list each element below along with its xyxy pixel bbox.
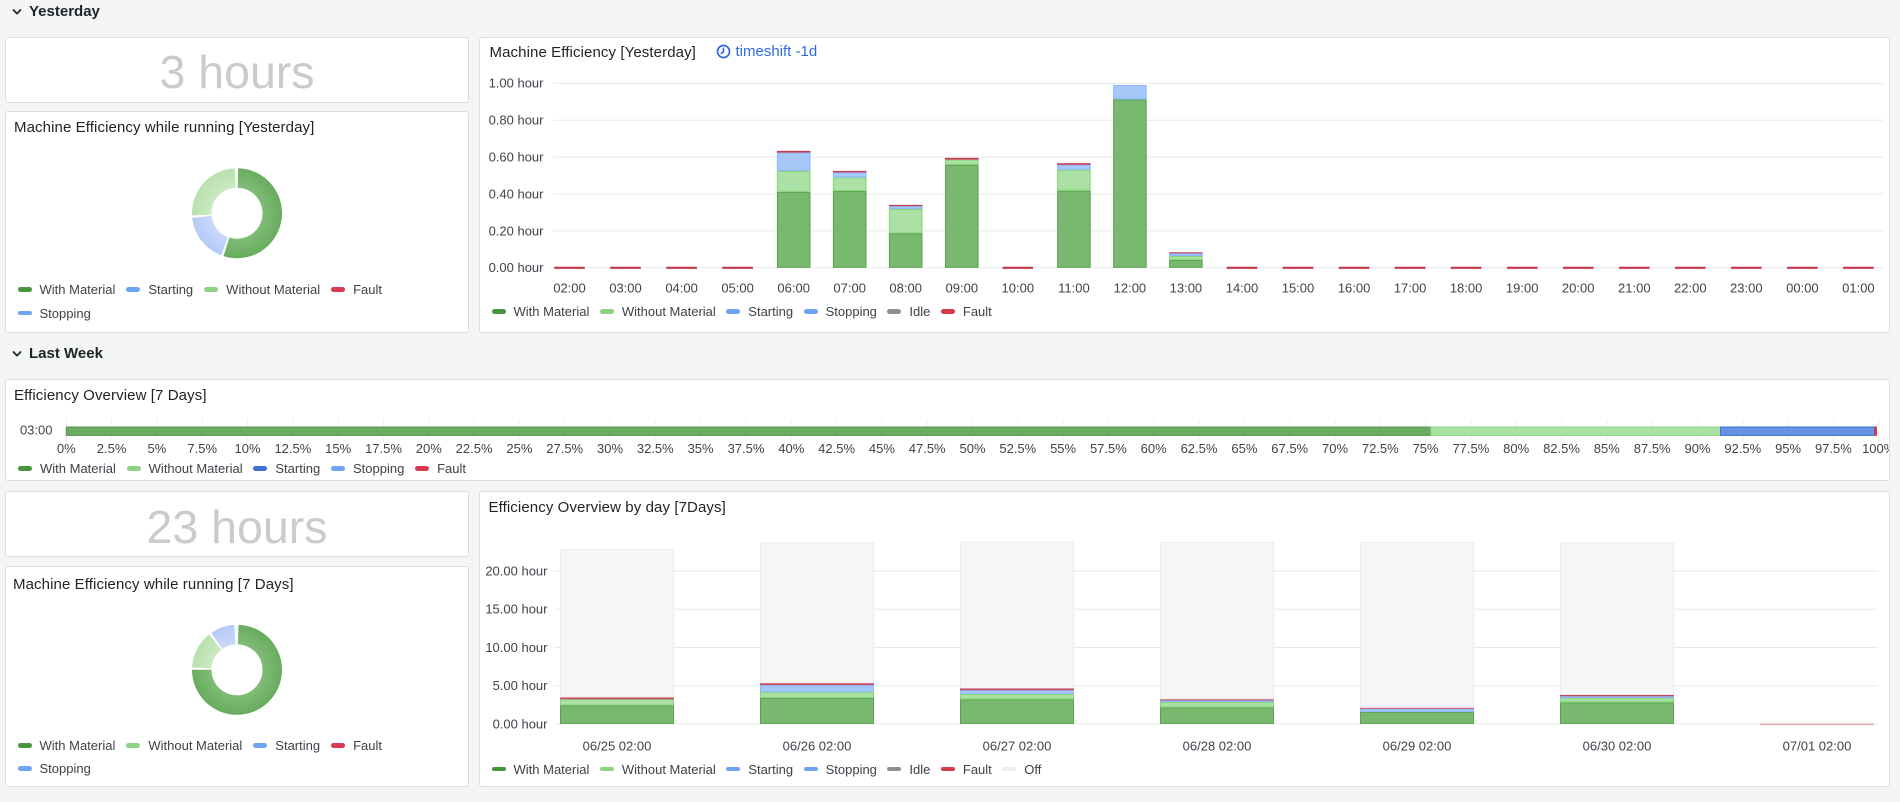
svg-text:20%: 20%: [416, 441, 442, 456]
svg-text:23:00: 23:00: [1730, 280, 1763, 295]
svg-text:10%: 10%: [234, 441, 260, 456]
svg-text:75%: 75%: [1413, 441, 1439, 456]
svg-text:19:00: 19:00: [1505, 280, 1538, 295]
svg-text:77.5%: 77.5%: [1452, 441, 1489, 456]
svg-text:55%: 55%: [1050, 441, 1076, 456]
svg-text:2.5%: 2.5%: [97, 441, 127, 456]
svg-text:07/01 02:00: 07/01 02:00: [1782, 738, 1851, 753]
svg-text:32.5%: 32.5%: [637, 441, 674, 456]
svg-text:09:00: 09:00: [945, 280, 978, 295]
svg-text:45%: 45%: [869, 441, 895, 456]
svg-text:57.5%: 57.5%: [1090, 441, 1127, 456]
svg-text:0.80 hour: 0.80 hour: [488, 112, 544, 127]
svg-text:13:00: 13:00: [1169, 280, 1202, 295]
svg-text:15:00: 15:00: [1281, 280, 1314, 295]
svg-text:04:00: 04:00: [665, 280, 698, 295]
svg-text:72.5%: 72.5%: [1362, 441, 1399, 456]
svg-text:100%: 100%: [1862, 441, 1889, 456]
svg-text:90%: 90%: [1684, 441, 1710, 456]
svg-text:67.5%: 67.5%: [1271, 441, 1308, 456]
svg-text:0.00 hour: 0.00 hour: [488, 260, 544, 275]
svg-text:0.60 hour: 0.60 hour: [488, 149, 544, 164]
svg-text:06/26 02:00: 06/26 02:00: [782, 738, 851, 753]
svg-text:35%: 35%: [688, 441, 714, 456]
svg-text:0.00 hour: 0.00 hour: [492, 716, 548, 731]
svg-text:10.00 hour: 10.00 hour: [485, 639, 548, 654]
svg-text:12.5%: 12.5%: [274, 441, 311, 456]
svg-text:50%: 50%: [959, 441, 985, 456]
svg-text:0.20 hour: 0.20 hour: [488, 223, 544, 238]
svg-text:01:00: 01:00: [1842, 280, 1875, 295]
svg-text:16:00: 16:00: [1337, 280, 1370, 295]
svg-text:40%: 40%: [778, 441, 804, 456]
svg-text:17:00: 17:00: [1393, 280, 1426, 295]
svg-text:82.5%: 82.5%: [1543, 441, 1580, 456]
svg-text:5%: 5%: [148, 441, 167, 456]
svg-text:18:00: 18:00: [1449, 280, 1482, 295]
svg-text:22.5%: 22.5%: [456, 441, 493, 456]
svg-text:30%: 30%: [597, 441, 623, 456]
svg-text:85%: 85%: [1594, 441, 1620, 456]
svg-text:20:00: 20:00: [1561, 280, 1594, 295]
svg-text:7.5%: 7.5%: [187, 441, 217, 456]
svg-text:00:00: 00:00: [1786, 280, 1819, 295]
svg-text:60%: 60%: [1141, 441, 1167, 456]
svg-text:03:00: 03:00: [20, 423, 53, 438]
svg-text:11:00: 11:00: [1058, 280, 1090, 295]
svg-text:05:00: 05:00: [721, 280, 754, 295]
svg-text:06/28 02:00: 06/28 02:00: [1182, 738, 1251, 753]
svg-text:25%: 25%: [506, 441, 532, 456]
svg-text:0%: 0%: [57, 441, 76, 456]
svg-text:70%: 70%: [1322, 441, 1348, 456]
svg-text:15.00 hour: 15.00 hour: [485, 601, 548, 616]
svg-text:0.40 hour: 0.40 hour: [488, 186, 544, 201]
svg-text:10:00: 10:00: [1001, 280, 1034, 295]
svg-text:08:00: 08:00: [889, 280, 922, 295]
svg-text:95%: 95%: [1775, 441, 1801, 456]
svg-text:27.5%: 27.5%: [546, 441, 583, 456]
svg-text:22:00: 22:00: [1674, 280, 1707, 295]
svg-text:42.5%: 42.5%: [818, 441, 855, 456]
svg-text:02:00: 02:00: [553, 280, 586, 295]
svg-text:03:00: 03:00: [609, 280, 642, 295]
svg-text:06/30 02:00: 06/30 02:00: [1582, 738, 1651, 753]
svg-text:12:00: 12:00: [1113, 280, 1146, 295]
svg-text:17.5%: 17.5%: [365, 441, 402, 456]
svg-text:15%: 15%: [325, 441, 351, 456]
svg-text:97.5%: 97.5%: [1815, 441, 1852, 456]
svg-text:87.5%: 87.5%: [1634, 441, 1671, 456]
svg-text:14:00: 14:00: [1225, 280, 1258, 295]
svg-text:52.5%: 52.5%: [999, 441, 1036, 456]
svg-text:65%: 65%: [1231, 441, 1257, 456]
svg-text:06/27 02:00: 06/27 02:00: [982, 738, 1051, 753]
svg-text:21:00: 21:00: [1618, 280, 1651, 295]
svg-text:1.00 hour: 1.00 hour: [488, 75, 544, 90]
svg-text:47.5%: 47.5%: [909, 441, 946, 456]
svg-text:80%: 80%: [1503, 441, 1529, 456]
svg-text:62.5%: 62.5%: [1181, 441, 1218, 456]
svg-text:06:00: 06:00: [777, 280, 810, 295]
svg-text:20.00 hour: 20.00 hour: [485, 563, 548, 578]
svg-text:06/25 02:00: 06/25 02:00: [582, 738, 651, 753]
svg-text:07:00: 07:00: [833, 280, 866, 295]
svg-text:5.00 hour: 5.00 hour: [492, 678, 548, 693]
svg-text:37.5%: 37.5%: [728, 441, 765, 456]
svg-text:06/29 02:00: 06/29 02:00: [1382, 738, 1451, 753]
svg-text:92.5%: 92.5%: [1724, 441, 1761, 456]
